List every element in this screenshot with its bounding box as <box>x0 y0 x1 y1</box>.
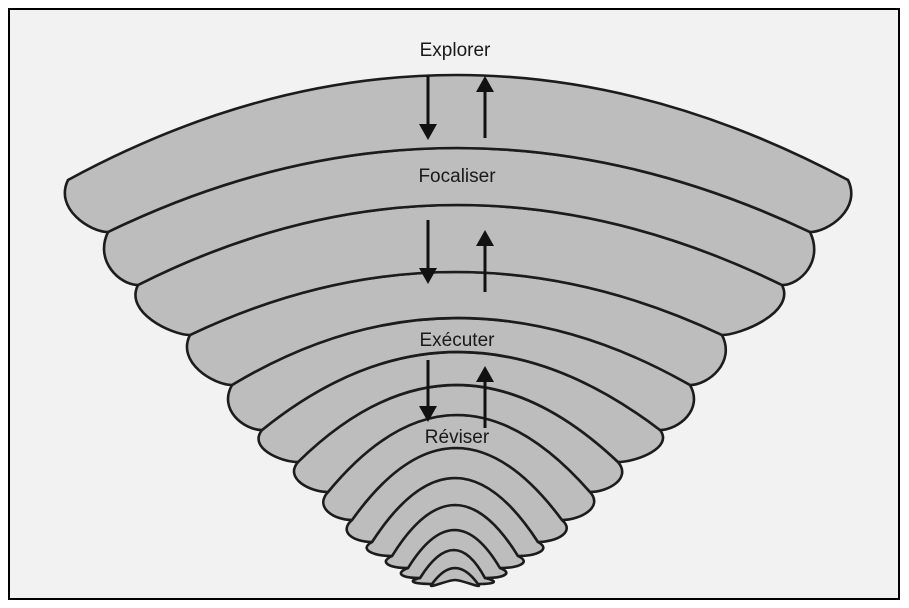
stage-label: Exécuter <box>420 330 496 351</box>
diagram: Explorer Focaliser Exécuter Réviser <box>0 0 909 608</box>
stage-label: Explorer <box>420 40 491 61</box>
stage-label: Réviser <box>425 427 490 448</box>
stage-label: Focaliser <box>418 166 496 187</box>
